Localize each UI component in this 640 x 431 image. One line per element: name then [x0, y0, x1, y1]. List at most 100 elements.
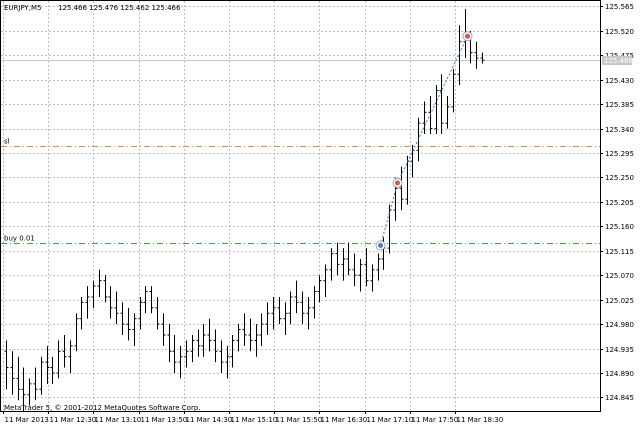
ohlc-bar: [126, 307, 131, 341]
x-tick-label: 11 Mar 15:50: [276, 416, 323, 424]
y-tick-label: 125.070: [605, 272, 634, 280]
ohlc-bar: [4, 340, 9, 390]
y-tick-label: 125.205: [605, 199, 634, 207]
trade-level-label: buy 0.01: [4, 235, 35, 243]
ohlc-bar: [445, 96, 450, 129]
ohlc-bar: [312, 286, 317, 319]
trade-level-label: sl: [4, 138, 10, 146]
ohlc-bar: [323, 264, 328, 297]
ohlc-bar: [138, 296, 143, 330]
ohlc-bar: [178, 345, 183, 379]
trade-level-lines: sl buy 0.01: [1, 138, 600, 244]
y-tick-label: 125.565: [605, 3, 634, 11]
ohlc-bar: [434, 85, 439, 135]
ohlc-bar: [376, 253, 381, 281]
y-tick-label: 125.520: [605, 28, 634, 36]
x-tick-label: 11 Mar 14:30: [186, 416, 233, 424]
ohlc-bar: [50, 356, 55, 384]
x-tick-label: 11 Mar 18:30: [457, 416, 504, 424]
ohlc-bar: [91, 280, 96, 308]
ohlc-bar: [317, 275, 322, 303]
ohlc-bar: [45, 345, 50, 384]
marker-dot: [395, 180, 400, 186]
ohlc-bar: [265, 302, 270, 335]
x-tick-label: 11 Mar 13:10: [95, 416, 142, 424]
ohlc-bar: [201, 324, 206, 357]
y-tick-label: 124.935: [605, 346, 634, 354]
ohlc-bar: [474, 41, 479, 69]
x-tick-label: 11 Mar 12:30: [50, 416, 97, 424]
mid-marker[interactable]: [392, 177, 403, 188]
ohlc-bar: [132, 313, 137, 346]
ohlc-bar: [230, 334, 235, 368]
ohlc-bar: [236, 324, 241, 352]
y-tick-label: 125.430: [605, 77, 634, 85]
trade-markers[interactable]: [375, 31, 473, 251]
y-tick-label: 125.025: [605, 297, 634, 305]
y-tick-label: 125.295: [605, 150, 634, 158]
ohlc-bar: [306, 296, 311, 330]
ohlc-bar: [352, 253, 357, 287]
ohlc-bar: [79, 296, 84, 330]
ohlc-bar: [114, 291, 119, 325]
ohlc-bar: [457, 25, 462, 86]
ohlc-bar: [288, 291, 293, 325]
ohlc-bar: [399, 166, 404, 211]
y-tick-label: 124.890: [605, 370, 634, 378]
axis-frame: [0, 0, 601, 412]
ohlc-bar: [74, 313, 79, 352]
ohlc-bar: [335, 242, 340, 276]
ohlc-bar: [213, 329, 218, 363]
y-tick-label: 125.340: [605, 126, 634, 134]
y-tick-label: 125.385: [605, 101, 634, 109]
x-tick-label: 11 Mar 13:50: [141, 416, 188, 424]
ohlc-bar: [33, 367, 38, 401]
ohlc-bar: [259, 313, 264, 346]
y-tick-label: 125.250: [605, 174, 634, 182]
ohlc-bar: [428, 96, 433, 135]
x-tick-label: 11 Mar 16:30: [321, 416, 368, 424]
ohlc-bar: [85, 286, 90, 319]
ohlc-bar: [68, 340, 73, 373]
ohlc-bar: [207, 318, 212, 352]
ohlc-bar: [149, 286, 154, 314]
entry-marker[interactable]: [375, 240, 386, 251]
x-tick-label: 11 Mar 17:50: [412, 416, 459, 424]
ohlc-bar: [167, 324, 172, 363]
ohlc-bar: [62, 334, 67, 368]
ohlc-bar: [242, 313, 247, 346]
ohlc-bar: [225, 345, 230, 379]
ohlc-bar: [10, 351, 15, 395]
ohlc-bar: [271, 296, 276, 330]
price-scale[interactable]: 125.565125.520125.475125.430125.385125.3…: [600, 3, 634, 402]
ohlc-bar: [108, 286, 113, 319]
ohlc-bar: [346, 242, 351, 276]
ohlc-bar: [27, 378, 32, 406]
plot-border: [0, 0, 601, 412]
ohlc-bar: [103, 275, 108, 303]
ohlc-bar: [422, 101, 427, 135]
ohlc-bar: [196, 329, 201, 357]
ohlc-bar: [21, 367, 26, 411]
y-tick-label: 125.115: [605, 248, 634, 256]
ohlc-bar: [97, 269, 102, 297]
ohlc-bar: [341, 248, 346, 281]
ohlc-bar: [16, 356, 21, 401]
copyright-label: MetaTrader 5, © 2001-2012 MetaQuotes Sof…: [4, 404, 201, 412]
ohlc-bar: [364, 248, 369, 287]
ohlc-bar: [184, 340, 189, 368]
ohlc-bar: [172, 334, 177, 373]
x-tick-label: 11 Mar 15:10: [231, 416, 278, 424]
ohlc-bar: [254, 324, 259, 357]
ohlc-bar: [143, 286, 148, 314]
exit-marker[interactable]: [462, 31, 473, 42]
y-tick-label: 125.160: [605, 223, 634, 231]
ohlc-bar: [277, 296, 282, 325]
ohlc-bar: [120, 302, 125, 335]
ohlc-bars: [4, 9, 485, 411]
marker-dot: [378, 242, 383, 248]
ohlc-bar: [439, 74, 444, 135]
